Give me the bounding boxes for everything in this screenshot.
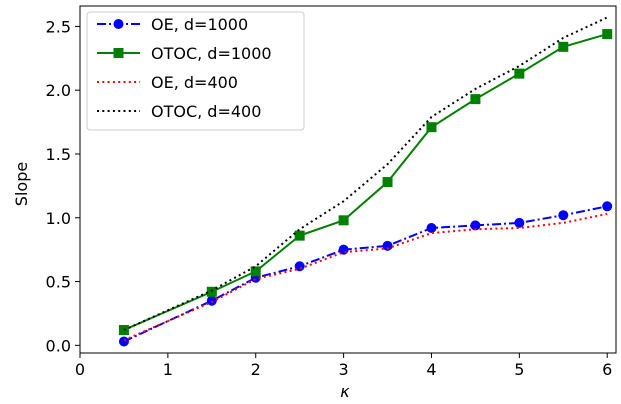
y-tick-label-5: 2.5 (46, 17, 71, 36)
x-tick-label-0: 0 (75, 360, 85, 379)
data-point-1-6 (426, 122, 437, 133)
legend-marker-0 (113, 19, 124, 29)
y-tick-label-1: 0.5 (46, 273, 71, 292)
legend-entry-1: OTOC, d=1000 (97, 44, 272, 63)
data-point-1-8 (514, 68, 525, 79)
legend-box (86, 11, 305, 131)
data-point-1-5 (382, 177, 393, 188)
legend-label-3: OTOC, d=400 (151, 102, 261, 121)
data-point-1-4 (338, 215, 349, 226)
data-point-0-6 (426, 222, 437, 233)
plot-frame (79, 5, 617, 354)
legend-label-2: OE, d=400 (151, 73, 238, 92)
data-point-1-1 (206, 286, 217, 297)
data-point-0-5 (382, 240, 393, 251)
legend-label-0: OE, d=1000 (151, 15, 248, 34)
legend-label-1: OTOC, d=1000 (151, 44, 272, 63)
axes-layer: 0 1 2 3 4 5 6 0.0 0.5 1.0 1.5 2.0 2.5 (46, 5, 617, 379)
data-point-0-3 (294, 261, 305, 272)
data-point-0-1 (206, 295, 217, 306)
data-point-0-8 (514, 217, 525, 228)
y-tick-label-3: 1.5 (46, 145, 71, 164)
series-line-2 (123, 212, 608, 342)
legend-entry-3: OTOC, d=400 (97, 102, 261, 121)
data-point-1-9 (558, 41, 569, 52)
x-tick-label-1: 1 (163, 360, 173, 379)
data-point-0-10 (602, 201, 613, 212)
y-axis-label: Slope (12, 162, 31, 206)
data-point-0-0 (118, 336, 129, 347)
legend-entry-2: OE, d=400 (97, 73, 238, 92)
series-line-0 (123, 205, 608, 343)
legend-marker-1 (113, 48, 124, 58)
series-3 (123, 16, 608, 331)
y-tick-label-2: 1.0 (46, 209, 71, 228)
data-point-1-7 (470, 94, 481, 105)
y-tick-label-4: 2.0 (46, 81, 71, 100)
series-layer (118, 16, 613, 347)
x-tick-label-2: 2 (251, 360, 261, 379)
series-line-3 (123, 16, 608, 331)
data-point-1-2 (250, 266, 261, 277)
data-point-0-7 (470, 220, 481, 231)
legend: OE, d=1000 OTOC, d=1000 OE, d=400 OTOC, d=4… (86, 11, 305, 131)
x-tick-label-4: 4 (426, 360, 436, 379)
data-point-1-3 (294, 230, 305, 241)
legend-entry-0: OE, d=1000 (97, 15, 248, 34)
x-tick-label-5: 5 (514, 360, 524, 379)
series-2 (123, 212, 608, 342)
y-tick-label-0: 0.0 (46, 336, 71, 355)
x-tick-label-6: 6 (602, 360, 612, 379)
x-axis-label: κ (340, 382, 350, 401)
data-point-1-10 (602, 29, 613, 40)
data-point-0-9 (558, 210, 569, 221)
x-tick-label-3: 3 (339, 360, 349, 379)
